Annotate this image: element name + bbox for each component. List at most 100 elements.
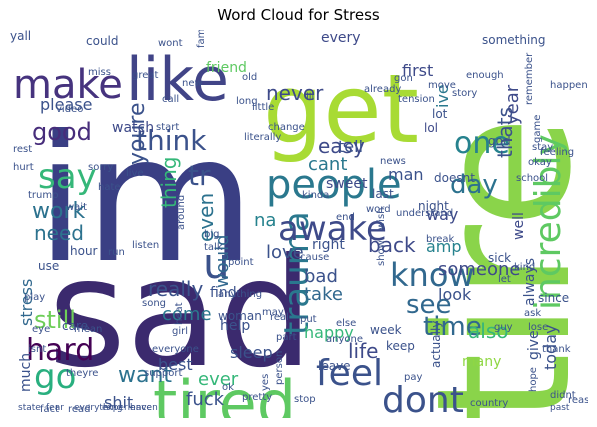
word-back: back	[368, 233, 416, 257]
word-else: else	[336, 318, 356, 329]
word-sleep: sleep	[230, 343, 273, 362]
word-look: look	[438, 285, 472, 304]
word-man: man	[388, 165, 424, 184]
word-news: news	[380, 156, 406, 167]
word-happen: happen	[550, 80, 588, 91]
word-break: break	[426, 234, 455, 245]
word-play: play	[24, 292, 45, 303]
word-people: people	[266, 162, 402, 208]
word-word: word	[366, 204, 391, 215]
word-story: story	[452, 88, 477, 99]
word-great: great	[132, 70, 159, 81]
word-feeling: feeling	[540, 147, 574, 158]
word-feel: feel	[316, 353, 383, 394]
word-something: something	[482, 33, 546, 47]
word-move: move	[428, 80, 456, 91]
word-around: around	[176, 195, 187, 230]
word-family: family	[196, 30, 207, 48]
word-well: well	[511, 212, 527, 240]
word-stress: stress	[17, 279, 36, 326]
word-good: good	[32, 118, 92, 146]
word-dont: dont	[382, 380, 464, 418]
word-much: much	[18, 353, 34, 392]
word-doesnt: doesnt	[434, 171, 475, 185]
word-lol: lol	[424, 121, 438, 135]
word-use: use	[38, 259, 59, 273]
word-shit: shit	[104, 393, 133, 412]
word-cause: cause	[300, 252, 329, 263]
word-kind: kind	[514, 262, 535, 273]
word-tr: tr	[188, 159, 211, 192]
word-little: little	[252, 102, 274, 113]
word-amp: amp	[426, 237, 462, 256]
word-everything: everything	[74, 403, 123, 413]
word-work: work	[32, 199, 85, 224]
word-sorry: sorry	[88, 162, 113, 173]
word-please: please	[40, 95, 92, 114]
word-god: god	[488, 134, 511, 148]
word-yes: yes	[260, 374, 271, 391]
word-love: love	[266, 242, 304, 263]
word-support: support	[144, 368, 182, 379]
word-tell: tell	[338, 137, 363, 156]
word-actually: actually	[429, 321, 443, 368]
word-wish: wish	[376, 207, 387, 230]
word-get: get	[263, 55, 419, 165]
word-also: also	[468, 319, 508, 343]
word-im: im	[36, 99, 255, 302]
word-let: let	[498, 274, 511, 285]
word-big: big	[204, 229, 219, 240]
word-say: say	[38, 157, 97, 197]
word-video: video	[56, 104, 83, 115]
word-cant: cant	[308, 154, 347, 175]
word-run: run	[108, 247, 125, 258]
word-may: may	[262, 307, 284, 318]
word-real: real	[270, 312, 289, 323]
word-miss: miss	[88, 67, 111, 78]
word-take: take	[304, 284, 343, 305]
word-theyre: theyre	[66, 368, 98, 379]
word-past: past	[550, 403, 570, 413]
word-thing: thing	[157, 157, 181, 208]
word-old: old	[242, 72, 257, 83]
word-could: could	[86, 34, 119, 48]
word-bad: bad	[304, 266, 338, 287]
word-live: live	[126, 168, 144, 179]
word-girl: girl	[172, 326, 188, 337]
word-country: country	[470, 398, 508, 409]
word-reason: reason	[568, 395, 588, 406]
word-talk: talk	[204, 242, 223, 253]
word-understand: understand	[396, 208, 453, 219]
word-na: na	[254, 210, 276, 231]
word-lot: lot	[432, 107, 448, 121]
word-yall: yall	[10, 30, 31, 43]
word-never: never	[266, 81, 324, 105]
word-anything: anything	[218, 289, 262, 300]
word-hate: hate	[98, 182, 121, 193]
word-experience: experience	[102, 403, 152, 413]
word-go: go	[34, 357, 76, 397]
word-tension: tension	[398, 94, 435, 105]
word-hurt: hurt	[13, 162, 34, 173]
word-make: make	[13, 62, 123, 108]
word-friend: friend	[206, 60, 247, 76]
word-stop: stop	[294, 394, 316, 405]
word-care: care	[62, 319, 88, 333]
word-kinda: kinda	[302, 190, 329, 201]
word-didnt: didnt	[550, 390, 576, 401]
word-trauma: trauma	[277, 211, 317, 335]
word-already: already	[364, 84, 401, 95]
word-even: even	[194, 193, 218, 242]
word-keep: keep	[386, 339, 415, 353]
word-u: u	[203, 239, 230, 288]
word-incredibly: incredibly	[528, 134, 569, 310]
word-heat: heat	[174, 302, 185, 325]
word-listen: listen	[132, 240, 159, 251]
word-ive: ive	[433, 84, 452, 108]
word-woman: woman	[218, 309, 262, 323]
word-want: want	[118, 363, 172, 388]
word-change: change	[268, 122, 305, 133]
word-today: today	[541, 325, 560, 371]
word-find: find	[210, 285, 237, 301]
word-hard: hard	[26, 333, 94, 368]
